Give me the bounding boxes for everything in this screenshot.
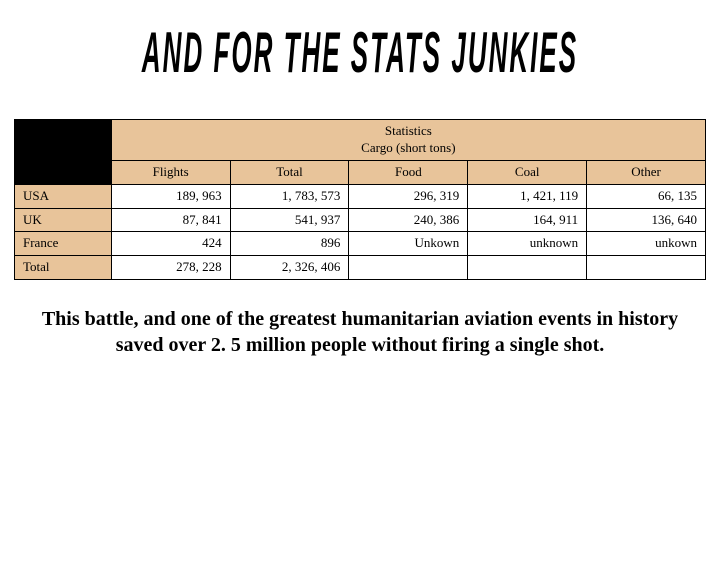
col-header-food: Food (349, 160, 468, 184)
caption-text: This battle, and one of the greatest hum… (0, 306, 720, 358)
cell: 164, 911 (468, 208, 587, 232)
cell: 541, 937 (230, 208, 349, 232)
table-row: Total 278, 228 2, 326, 406 (15, 256, 706, 280)
col-header-other: Other (587, 160, 706, 184)
col-header-coal: Coal (468, 160, 587, 184)
cell (468, 256, 587, 280)
cell: 1, 783, 573 (230, 184, 349, 208)
cell: unknown (468, 232, 587, 256)
table-row: USA 189, 963 1, 783, 573 296, 319 1, 421… (15, 184, 706, 208)
row-label-usa: USA (15, 184, 112, 208)
table-row: France 424 896 Unkown unknown unkown (15, 232, 706, 256)
cell: 2, 326, 406 (230, 256, 349, 280)
table-corner-cell (15, 120, 112, 185)
row-label-uk: UK (15, 208, 112, 232)
stats-table-container: Statistics Cargo (short tons) Flights To… (0, 119, 720, 280)
page-title: AND FOR THE STATS JUNKIES (0, 19, 720, 87)
cell: 240, 386 (349, 208, 468, 232)
cell: 896 (230, 232, 349, 256)
cell: 278, 228 (111, 256, 230, 280)
cell: unkown (587, 232, 706, 256)
col-header-flights: Flights (111, 160, 230, 184)
cell: Unkown (349, 232, 468, 256)
cell: 189, 963 (111, 184, 230, 208)
stats-table: Statistics Cargo (short tons) Flights To… (14, 119, 706, 280)
cell (587, 256, 706, 280)
row-label-total: Total (15, 256, 112, 280)
cell: 136, 640 (587, 208, 706, 232)
top-header-line-1: Statistics (385, 123, 432, 138)
cell: 296, 319 (349, 184, 468, 208)
table-row: UK 87, 841 541, 937 240, 386 164, 911 13… (15, 208, 706, 232)
cell: 424 (111, 232, 230, 256)
table-top-header: Statistics Cargo (short tons) (111, 120, 705, 161)
cell: 66, 135 (587, 184, 706, 208)
table-column-header-row: Flights Total Food Coal Other (15, 160, 706, 184)
cell: 87, 841 (111, 208, 230, 232)
cell (349, 256, 468, 280)
cell: 1, 421, 119 (468, 184, 587, 208)
col-header-total: Total (230, 160, 349, 184)
row-label-france: France (15, 232, 112, 256)
table-top-header-row: Statistics Cargo (short tons) (15, 120, 706, 161)
top-header-line-2: Cargo (short tons) (361, 140, 455, 155)
